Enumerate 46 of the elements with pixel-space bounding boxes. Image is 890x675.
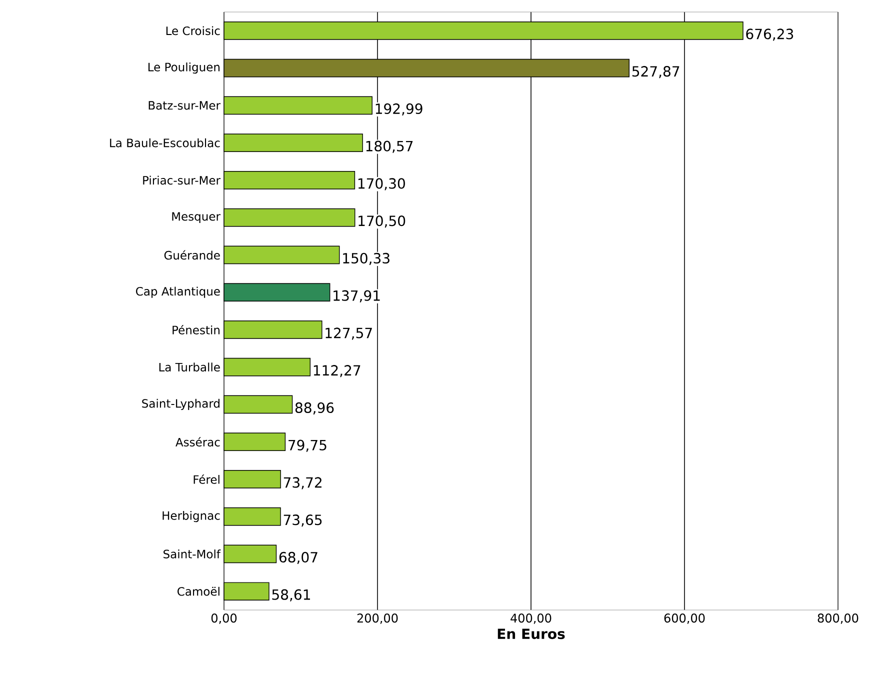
y-tick-label: Piriac-sur-Mer (143, 176, 220, 185)
y-tick-label: Cap Atlantique (136, 286, 220, 298)
x-tick-label: 0,00 (211, 614, 237, 624)
data-label: 88,96 (295, 402, 334, 414)
y-tick-label: La Turballe (159, 362, 220, 372)
data-label: 58,61 (272, 589, 310, 602)
data-label: 79,75 (288, 440, 326, 452)
bar (224, 171, 356, 190)
data-label: 150,33 (343, 252, 390, 265)
y-tick-label: Saint-Molf (164, 549, 221, 558)
bar (224, 246, 340, 264)
bar (224, 283, 330, 302)
y-tick-label: Pénestin (172, 325, 220, 334)
x-tick-label: 800,00 (818, 614, 858, 624)
y-tick-label: Le Pouliguen (148, 62, 220, 74)
bar (224, 208, 356, 227)
y-tick-label: Saint-Lyphard (142, 398, 220, 410)
y-tick-label: Le Croisic (166, 26, 220, 36)
data-label: 112,27 (314, 365, 360, 378)
bar (224, 395, 293, 414)
data-label: 137,91 (334, 290, 380, 302)
data-label: 527,87 (632, 66, 680, 78)
x-axis-title: En Euros (498, 628, 565, 640)
data-label: 73,72 (284, 477, 322, 490)
data-label: 170,50 (358, 216, 406, 228)
data-label: 68,07 (279, 552, 318, 564)
y-tick-label: Batz-sur-Mer (148, 101, 220, 110)
x-tick-label: 400,00 (510, 614, 552, 624)
data-label: 180,57 (366, 140, 413, 153)
x-tick-label: 200,00 (357, 614, 398, 624)
y-tick-label: Camoël (178, 586, 220, 596)
data-label: 170,30 (358, 178, 405, 190)
y-tick-label: La Baule-Escoublac (110, 138, 220, 148)
y-tick-label: Férel (194, 474, 220, 484)
data-label: 192,99 (376, 103, 422, 116)
x-tick-label: 600,00 (664, 614, 705, 624)
y-tick-label: Guérande (164, 250, 220, 260)
bar (224, 134, 363, 152)
bar (224, 96, 372, 115)
data-label: 73,65 (284, 514, 322, 527)
data-label: 676,23 (746, 28, 794, 41)
y-tick-label: Herbignac (162, 511, 220, 522)
y-tick-label: Mesquer (172, 212, 220, 223)
bar (224, 507, 281, 526)
y-tick-label: Assérac (176, 437, 220, 446)
data-label: 127,57 (326, 328, 372, 340)
